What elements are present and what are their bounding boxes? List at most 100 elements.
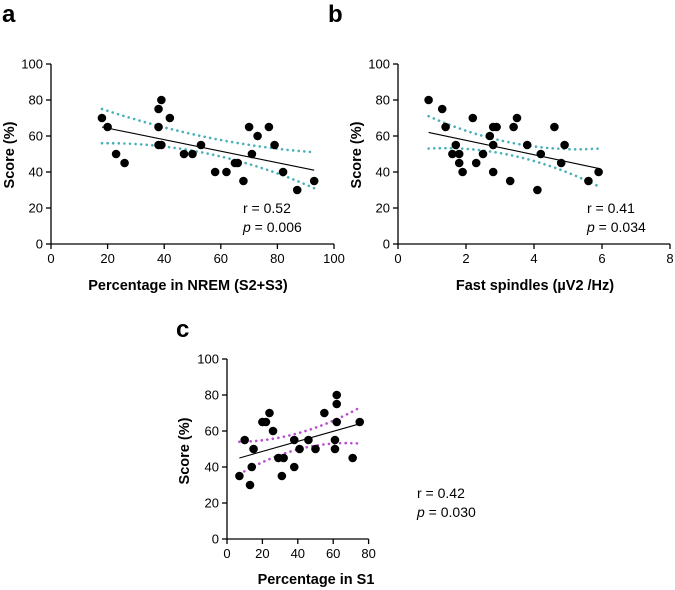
y-tick-label-c: 20	[205, 496, 219, 511]
y-tick-label-a: 20	[29, 201, 43, 216]
y-tick-label-c: 0	[212, 532, 219, 547]
stat-p-label-b: p	[586, 219, 595, 235]
data-point-c	[240, 435, 249, 445]
data-point-b	[458, 167, 467, 177]
data-point-c	[304, 435, 313, 445]
stat-p-value-b: = 0.034	[595, 219, 646, 235]
panel-a: a Score (%) Percentage in NREM (S2+S3) r…	[2, 1, 345, 294]
data-point-c	[265, 408, 274, 418]
y-tick-label-b: 0	[383, 237, 390, 252]
data-point-a	[244, 122, 254, 132]
stat-p-a: p = 0.006	[242, 219, 302, 235]
data-point-a	[278, 167, 288, 177]
stat-r-b: r = 0.41	[587, 200, 635, 216]
data-point-a	[188, 149, 197, 159]
x-tick-label-c: 20	[255, 546, 269, 561]
data-point-a	[120, 158, 129, 168]
panel-letter-a: a	[2, 1, 16, 28]
y-tick-label-c: 80	[205, 388, 219, 403]
data-point-a	[233, 158, 243, 168]
data-point-a	[179, 149, 189, 159]
y-tick-label-b: 40	[376, 165, 390, 180]
y-tick-label-a: 60	[29, 129, 43, 144]
y-axis-title-b: Score (%)	[349, 121, 365, 188]
stat-r-a: r = 0.52	[243, 200, 291, 216]
x-tick-label-a: 20	[100, 251, 114, 266]
stat-p-value-c: = 0.030	[425, 504, 476, 520]
data-point-a	[239, 176, 248, 186]
stat-p-label-a: p	[242, 219, 251, 235]
data-point-c	[332, 417, 342, 427]
y-tick-label-c: 40	[205, 460, 219, 475]
x-tick-label-b: 4	[530, 251, 537, 266]
stat-p-label-c: p	[416, 504, 425, 520]
data-point-a	[111, 149, 121, 159]
data-point-b	[478, 149, 488, 159]
x-tick-label-c: 0	[223, 546, 230, 561]
data-point-c	[311, 444, 320, 454]
panel-c: c Score (%) Percentage in S1 r = 0.42 p …	[176, 316, 476, 588]
data-point-a	[247, 149, 257, 159]
data-point-c	[249, 444, 258, 454]
ci-lower-band-a	[100, 141, 316, 190]
data-point-b	[468, 113, 478, 123]
x-tick-label-a: 100	[323, 251, 345, 266]
x-axis-title-a: Percentage in NREM (S2+S3)	[88, 278, 288, 294]
x-tick-label-b: 2	[462, 251, 469, 266]
data-point-a	[157, 95, 166, 105]
plot-area-a: 0 20 40 60 80 100 0 20 40 60 80 100	[21, 57, 345, 267]
data-point-c	[245, 480, 255, 490]
data-point-b	[454, 158, 464, 168]
plot-area-b: 0 20 40 60 80 100 0 2 4 6 8	[368, 57, 673, 267]
data-point-b	[556, 158, 566, 168]
data-point-c	[289, 462, 299, 472]
data-point-b	[488, 140, 498, 150]
y-axis-title-c: Score (%)	[177, 417, 193, 484]
x-tick-label-a: 40	[157, 251, 171, 266]
data-point-b	[512, 113, 522, 123]
data-point-a	[154, 122, 163, 132]
x-tick-label-a: 60	[214, 251, 228, 266]
x-tick-label-b: 0	[394, 251, 401, 266]
data-point-b	[437, 104, 447, 114]
plot-area-c: 0 20 40 60 80 100 0 20 40 60 80	[197, 352, 376, 562]
data-point-b	[454, 149, 464, 159]
data-point-c	[330, 435, 340, 445]
x-tick-label-a: 80	[270, 251, 284, 266]
data-point-b	[584, 176, 593, 186]
data-point-a	[165, 113, 175, 123]
data-point-c	[289, 435, 299, 445]
y-tick-label-b: 60	[376, 129, 390, 144]
data-point-c	[332, 390, 342, 400]
data-point-a	[292, 185, 302, 195]
y-tick-label-a: 100	[21, 57, 43, 72]
y-tick-label-a: 0	[36, 237, 43, 252]
data-point-c	[348, 453, 357, 463]
data-point-b	[492, 122, 501, 132]
data-point-b	[488, 167, 498, 177]
data-point-b	[441, 122, 450, 132]
stat-p-c: p = 0.030	[416, 504, 476, 520]
regression-line-b	[428, 131, 599, 169]
data-point-c	[355, 417, 365, 427]
data-point-c	[235, 471, 244, 481]
y-tick-label-b: 100	[368, 57, 390, 72]
x-tick-label-c: 60	[326, 546, 340, 561]
ci-upper-band-c	[238, 406, 362, 444]
data-point-c	[268, 426, 278, 436]
stat-p-b: p = 0.034	[586, 219, 646, 235]
y-tick-label-c: 60	[205, 424, 219, 439]
data-point-c	[247, 462, 257, 472]
x-tick-label-c: 40	[291, 546, 305, 561]
data-point-a	[222, 167, 231, 177]
y-axis-title-a: Score (%)	[2, 121, 18, 188]
data-point-a	[270, 140, 279, 150]
x-tick-label-b: 8	[666, 251, 673, 266]
y-tick-label-a: 40	[29, 165, 43, 180]
stat-p-value-a: = 0.006	[251, 219, 302, 235]
data-point-c	[320, 408, 329, 418]
ci-lower-band-c	[238, 441, 362, 476]
data-point-b	[485, 131, 495, 141]
data-point-a	[154, 104, 163, 114]
